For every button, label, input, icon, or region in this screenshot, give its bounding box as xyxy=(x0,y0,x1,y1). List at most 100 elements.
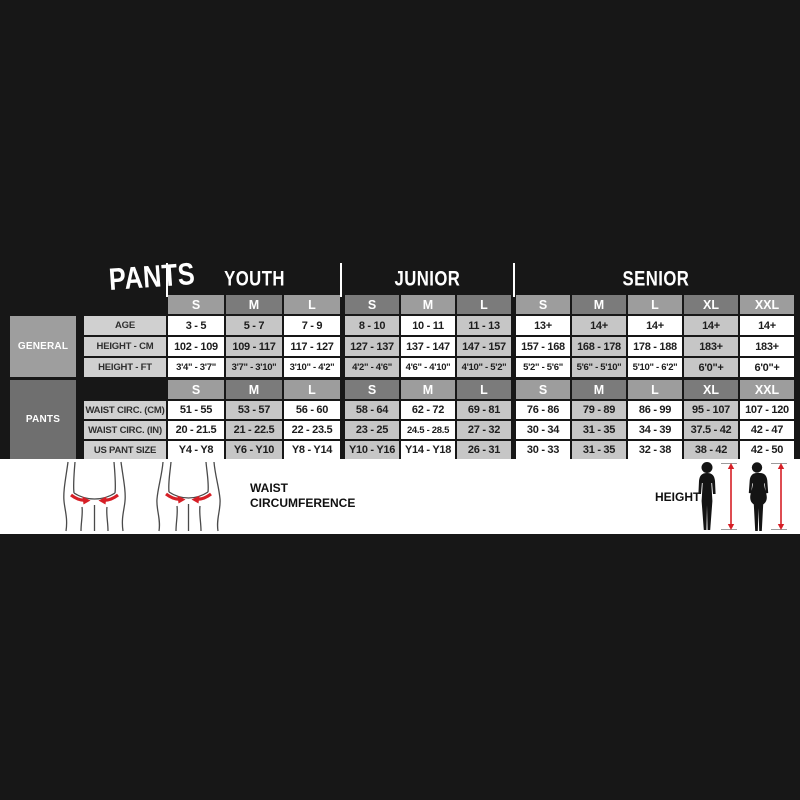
table-cell: 21 - 22.5 xyxy=(226,421,282,439)
table-cell: 14+ xyxy=(628,316,682,335)
table-cell: 14+ xyxy=(572,316,626,335)
table-cell: 5'6" - 5'10" xyxy=(572,358,626,377)
row-label: WAIST CIRC. (IN) xyxy=(84,421,166,439)
table-cell: 102 - 109 xyxy=(168,337,224,356)
table-cell: 14+ xyxy=(684,316,738,335)
table-cell: 20 - 21.5 xyxy=(168,421,224,439)
table-cell: 3'4" - 3'7" xyxy=(168,358,224,377)
table-cell: 5'10" - 6'2" xyxy=(628,358,682,377)
size-header-cell: L xyxy=(284,380,340,399)
table-cell: 10 - 11 xyxy=(401,316,455,335)
table-cell: 62 - 72 xyxy=(401,401,455,419)
table-cell: 7 - 9 xyxy=(284,316,340,335)
row-label: HEIGHT - CM xyxy=(84,337,166,356)
column-group-label: YOUTH xyxy=(223,267,285,291)
table-cell: Y14 - Y18 xyxy=(401,441,455,459)
table-row-waist-in: WAIST CIRC. (IN) 20 - 21.5 21 - 22.5 22 - … xyxy=(84,421,800,439)
size-header-cell: XL xyxy=(684,380,738,399)
table-cell: 5 - 7 xyxy=(226,316,282,335)
table-cell: 4'10" - 5'2" xyxy=(457,358,511,377)
size-header-row: S M L S M L S M L XL XXL xyxy=(168,380,800,399)
table-cell: 38 - 42 xyxy=(684,441,738,459)
size-header-cell: S xyxy=(168,295,224,314)
table-cell: 42 - 50 xyxy=(740,441,794,459)
table-cell: 6'0"+ xyxy=(684,358,738,377)
table-cell: 53 - 57 xyxy=(226,401,282,419)
table-cell: 27 - 32 xyxy=(457,421,511,439)
table-cell: 8 - 10 xyxy=(345,316,399,335)
table-cell: 183+ xyxy=(684,337,738,356)
table-cell: Y10 - Y16 xyxy=(345,441,399,459)
table-cell: 31 - 35 xyxy=(572,421,626,439)
table-row-waist-cm: WAIST CIRC. (CM) 51 - 55 53 - 57 56 - 60 58… xyxy=(84,401,800,419)
table-cell: 168 - 178 xyxy=(572,337,626,356)
table-cell: 127 - 137 xyxy=(345,337,399,356)
column-group-junior: JUNIOR xyxy=(340,263,513,297)
table-cell: 24.5 - 28.5 xyxy=(401,421,455,439)
size-header-cell: L xyxy=(628,295,682,314)
table-cell: 30 - 33 xyxy=(516,441,570,459)
row-label: HEIGHT - FT xyxy=(84,358,166,377)
table-cell: 58 - 64 xyxy=(345,401,399,419)
table-cell: 3'10" - 4'2" xyxy=(284,358,340,377)
table-cell: 183+ xyxy=(740,337,794,356)
table-cell: 79 - 89 xyxy=(572,401,626,419)
table-cell: 86 - 99 xyxy=(628,401,682,419)
table-cell: 6'0"+ xyxy=(740,358,794,377)
size-header-cell: L xyxy=(457,295,511,314)
table-cell: 107 - 120 xyxy=(740,401,794,419)
table-cell: 95 - 107 xyxy=(684,401,738,419)
waist-circumference-label: WAIST CIRCUMFERENCE xyxy=(250,481,355,511)
table-cell: 42 - 47 xyxy=(740,421,794,439)
table-cell: 147 - 157 xyxy=(457,337,511,356)
table-cell: 14+ xyxy=(740,316,794,335)
table-cell: 4'6" - 4'10" xyxy=(401,358,455,377)
section-label-general: GENERAL xyxy=(10,316,76,377)
table-cell: 31 - 35 xyxy=(572,441,626,459)
table-row-us-pant-size: US PANT SIZE Y4 - Y8 Y6 - Y10 Y8 - Y14 Y10 … xyxy=(84,441,800,459)
size-header-cell: XL xyxy=(684,295,738,314)
table-cell: 22 - 23.5 xyxy=(284,421,340,439)
waist-figure-male-icon xyxy=(63,461,126,532)
table-cell: Y4 - Y8 xyxy=(168,441,224,459)
size-header-cell: S xyxy=(345,380,399,399)
table-cell: 117 - 127 xyxy=(284,337,340,356)
table-row-height-cm: HEIGHT - CM 102 - 109 109 - 117 117 - 127 1… xyxy=(84,337,800,356)
size-header-cell: S xyxy=(345,295,399,314)
measurement-legend: WAIST CIRCUMFERENCE HEIGHT xyxy=(0,459,800,534)
table-cell: 76 - 86 xyxy=(516,401,570,419)
column-group-label: SENIOR xyxy=(622,267,689,291)
height-label: HEIGHT xyxy=(655,490,701,504)
column-group-senior: SENIOR xyxy=(513,263,796,297)
table-cell: 109 - 117 xyxy=(226,337,282,356)
size-header-cell: XXL xyxy=(740,380,794,399)
size-header-cell: L xyxy=(628,380,682,399)
table-cell: 5'2" - 5'6" xyxy=(516,358,570,377)
table-cell: 34 - 39 xyxy=(628,421,682,439)
size-header-cell: XXL xyxy=(740,295,794,314)
table-cell: 30 - 34 xyxy=(516,421,570,439)
table-cell: 69 - 81 xyxy=(457,401,511,419)
table-cell: 56 - 60 xyxy=(284,401,340,419)
table-cell: Y8 - Y14 xyxy=(284,441,340,459)
size-header-cell: S xyxy=(516,295,570,314)
table-cell: 3 - 5 xyxy=(168,316,224,335)
height-silhouette-female-icon xyxy=(748,462,787,531)
section-label-pants: PANTS xyxy=(10,380,76,459)
size-header-cell: S xyxy=(516,380,570,399)
table-cell: 178 - 188 xyxy=(628,337,682,356)
height-silhouette-male-icon xyxy=(698,462,737,530)
size-header-cell: M xyxy=(572,380,626,399)
table-cell: 23 - 25 xyxy=(345,421,399,439)
table-cell: 3'7" - 3'10" xyxy=(226,358,282,377)
table-cell: 11 - 13 xyxy=(457,316,511,335)
waist-figure-female-icon xyxy=(156,461,221,532)
waist-label-line2: CIRCUMFERENCE xyxy=(250,496,356,510)
size-header-cell: M xyxy=(226,380,282,399)
size-header-cell: M xyxy=(401,380,455,399)
table-cell: 37.5 - 42 xyxy=(684,421,738,439)
table-cell: 26 - 31 xyxy=(457,441,511,459)
